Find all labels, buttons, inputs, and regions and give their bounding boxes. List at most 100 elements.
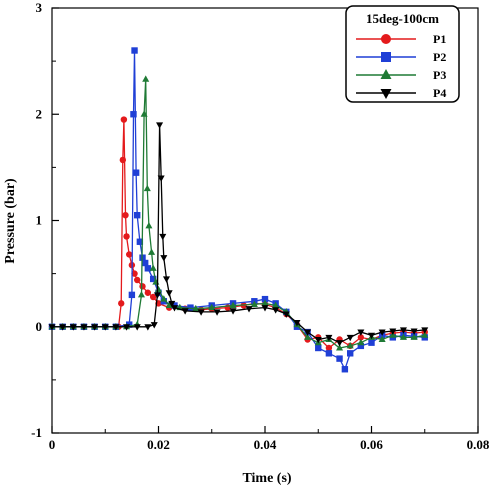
data-point [131,270,138,277]
data-point [156,122,164,129]
data-point [346,334,354,342]
data-point [325,350,333,357]
series-p1 [48,116,428,352]
legend-marker [380,89,392,99]
data-point [168,300,176,308]
data-point [149,264,157,271]
data-point [91,324,99,331]
data-point [421,327,429,334]
data-point [148,248,156,255]
data-point [123,324,131,331]
data-point [347,350,354,357]
data-point [346,342,354,349]
x-tick-label: 0 [49,437,56,452]
data-point [149,293,157,301]
y-tick-label: -1 [31,425,42,440]
data-point [325,334,333,342]
data-point [357,342,365,350]
data-point [131,47,138,54]
data-point [378,335,386,343]
data-point [170,305,178,312]
data-point [48,324,56,331]
data-point [389,328,397,335]
y-tick-label: 0 [36,319,43,334]
legend-label: P3 [433,68,446,82]
data-point [272,307,280,314]
x-tick-label: 0.08 [467,437,490,452]
data-point [133,324,141,331]
data-point [399,333,407,340]
series-line-p1 [52,119,425,349]
data-point [410,328,418,335]
data-point [213,309,221,316]
data-point [134,276,141,284]
data-point [143,184,151,192]
data-point [139,283,146,290]
data-point [145,221,153,229]
axes: 0 0.02 0.04 0.06 0.08 -1 0 1 2 3 [31,0,490,452]
data-point [378,329,386,336]
data-point [101,324,109,331]
x-tick-label: 0.02 [147,437,170,452]
data-point [197,309,205,316]
series-line-p3 [52,79,425,349]
data-point [119,156,127,164]
data-point [165,290,173,297]
data-point [208,303,216,311]
data-point [126,251,133,258]
data-point [128,291,136,299]
data-point [245,306,253,313]
data-point [261,299,269,306]
data-point [154,285,163,293]
data-point [162,276,171,283]
data-point [134,211,141,219]
x-tick-label: 0.06 [360,437,383,452]
data-point [272,301,280,309]
data-point [160,295,168,302]
legend-entry-p2: P2 [356,50,446,64]
data-point [250,300,258,307]
data-point [336,355,343,362]
data-point [315,344,322,352]
data-point [357,329,365,336]
data-point [80,324,88,331]
data-point [399,327,407,334]
data-point [410,333,418,340]
y-tick-label: 1 [36,213,43,228]
y-tick-label: 3 [36,0,43,15]
legend-title: 15deg-100cm [366,11,439,26]
series-layer [48,47,429,373]
data-point [132,169,140,176]
data-point [181,308,189,315]
data-point [336,340,344,347]
data-point [421,331,429,338]
data-point [136,238,144,245]
data-point [112,324,120,331]
legend-label: P2 [433,50,446,64]
data-point [144,324,152,331]
data-point [144,289,152,296]
data-point [69,324,77,331]
data-point [341,366,349,373]
data-point [141,259,149,267]
legend-frame [345,5,460,103]
data-point [153,292,161,299]
data-point [120,116,128,123]
y-axis-label: Pressure (bar) [3,178,18,264]
data-point [118,300,125,307]
data-point [261,305,269,312]
data-point [229,308,237,315]
data-point [123,233,130,240]
data-point [144,265,152,272]
legend-label: P1 [433,32,446,46]
data-point [336,344,344,351]
legend-marker [380,69,392,79]
legend-entry-p3: P3 [356,68,446,82]
data-point [229,301,237,309]
data-point [367,332,376,340]
data-point [192,304,200,312]
series-p4 [48,122,429,347]
data-point [150,322,158,329]
series-p3 [48,75,429,351]
